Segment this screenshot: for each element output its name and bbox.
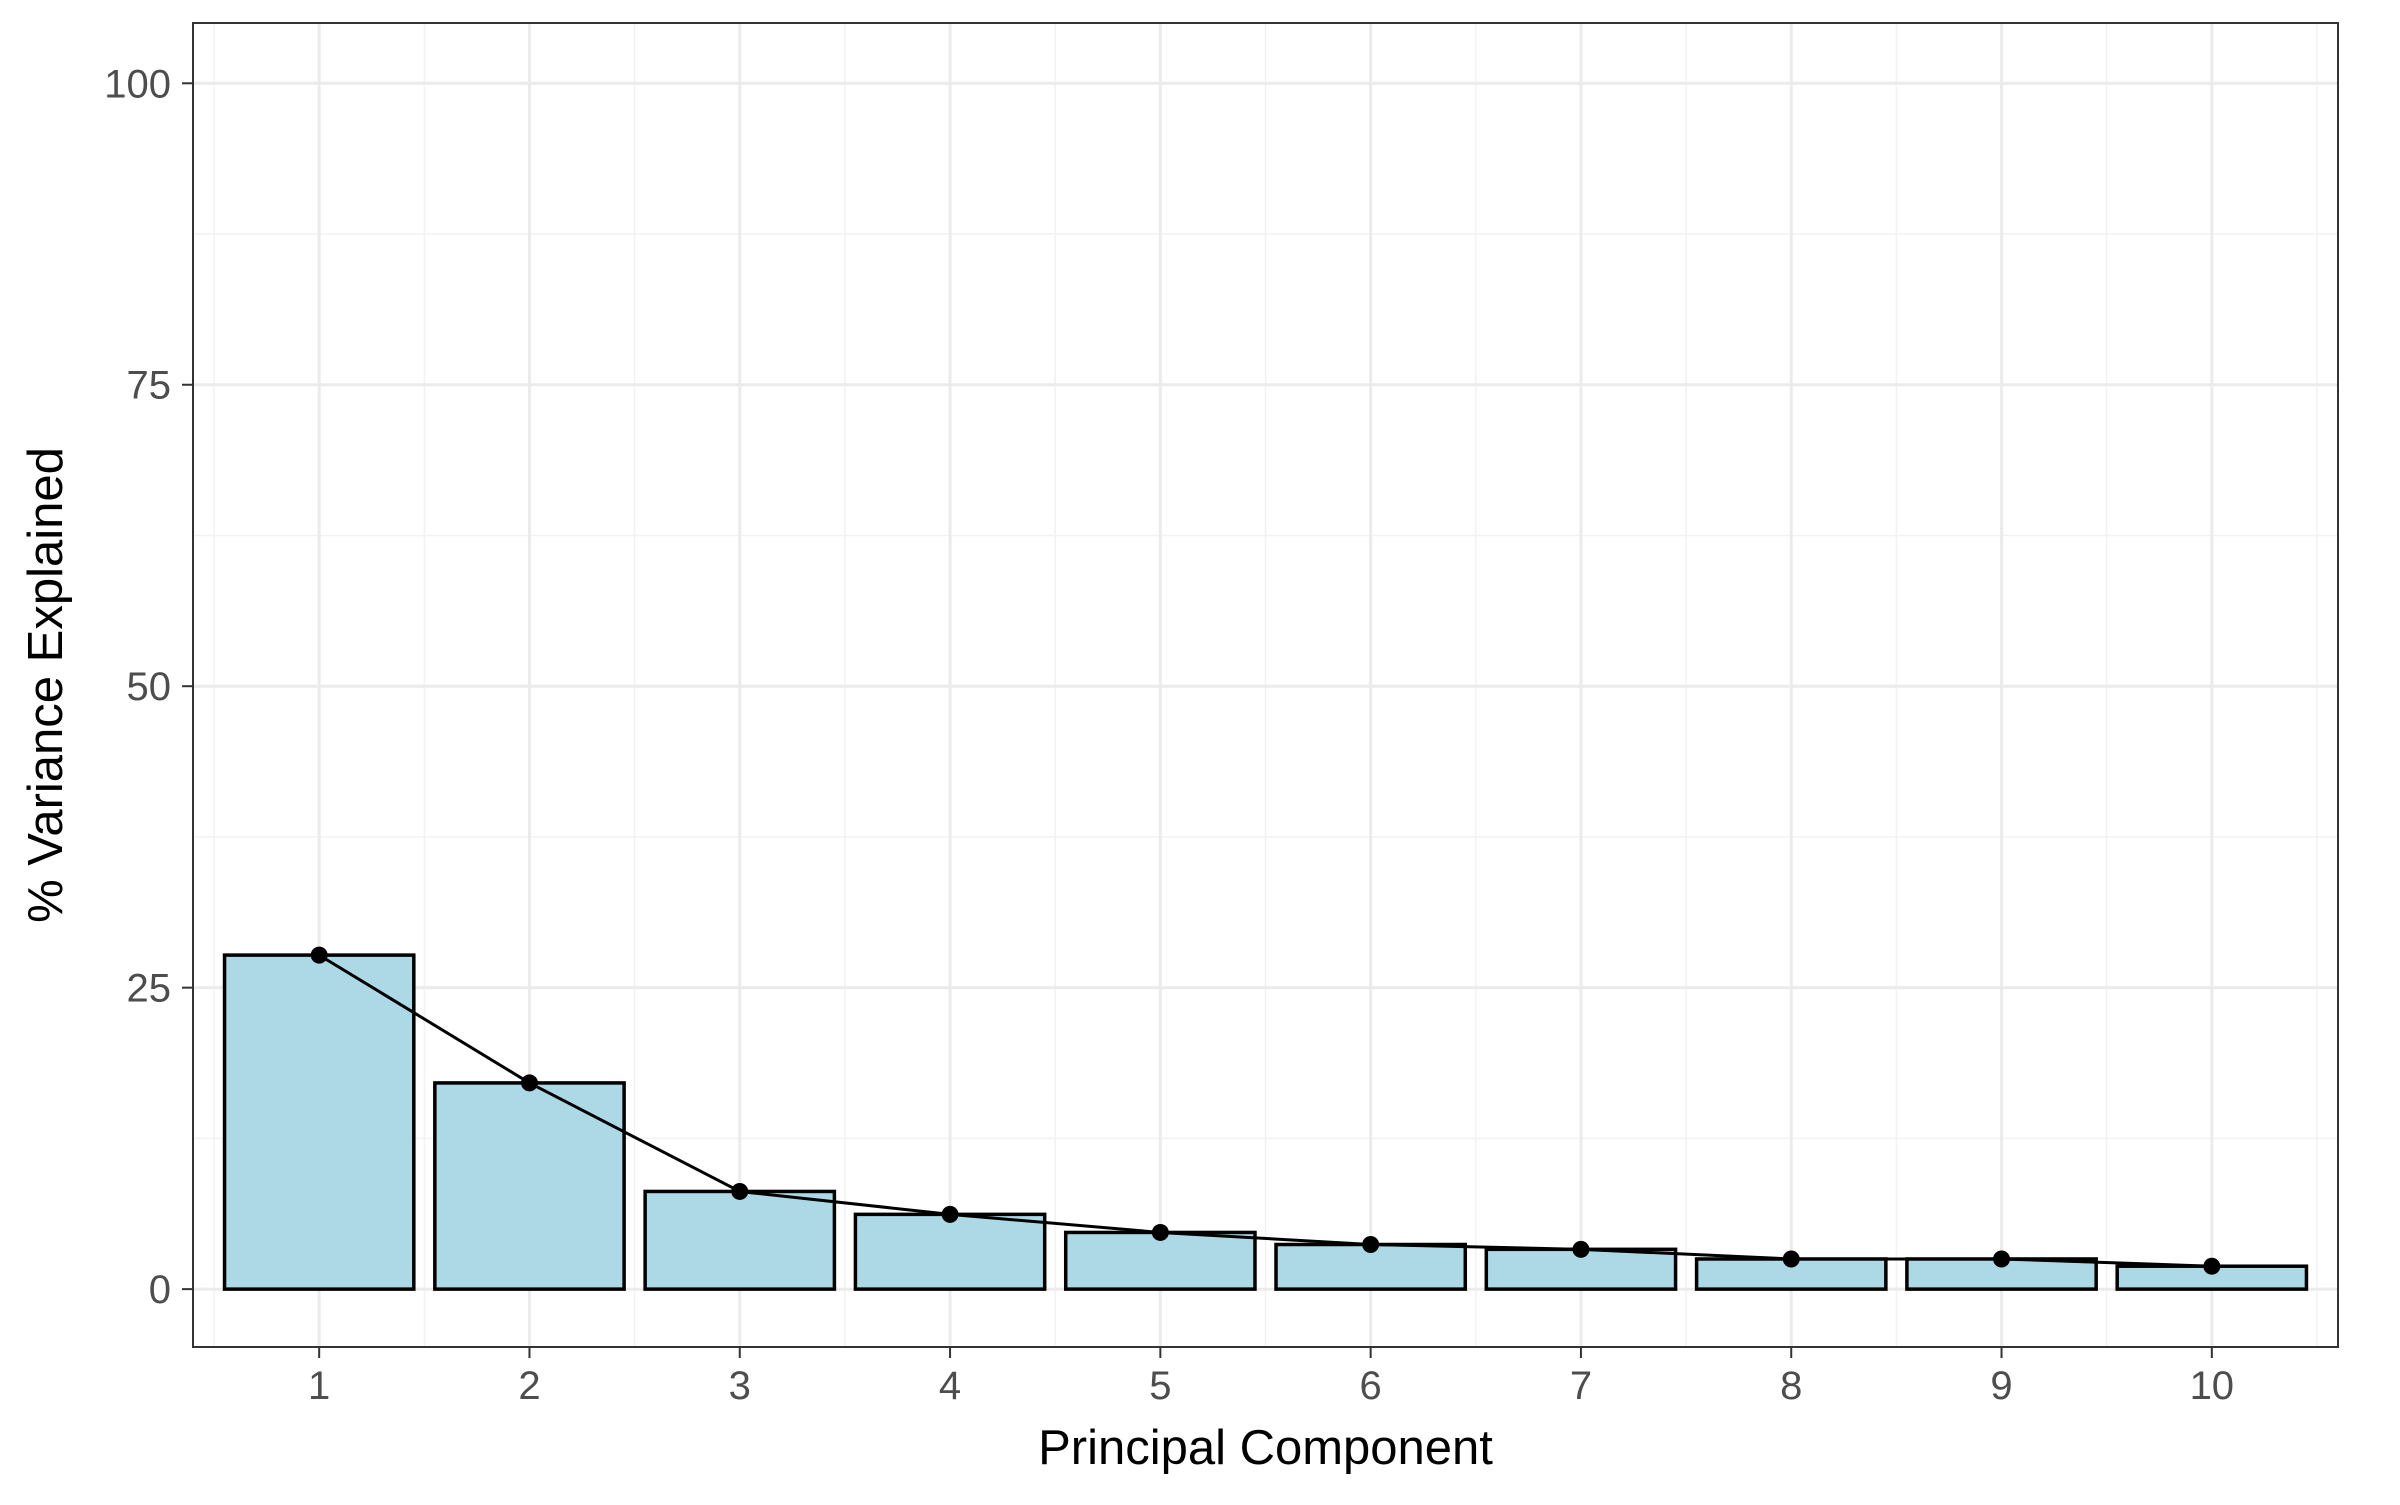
bar-pc-2 <box>433 1081 626 1291</box>
x-tick-label: 6 <box>1360 1364 1382 1408</box>
point-pc-9 <box>1993 1250 2011 1268</box>
bar-pc-9 <box>1905 1257 2098 1291</box>
bar-pc-1 <box>222 953 416 1291</box>
bar-pc-3 <box>643 1189 837 1291</box>
x-tick-label: 10 <box>2190 1364 2235 1408</box>
x-tick-label: 2 <box>518 1364 540 1408</box>
x-axis-title: Principal Component <box>1038 1421 1493 1475</box>
x-tick-label: 1 <box>308 1364 330 1408</box>
x-tick-label: 3 <box>729 1364 751 1408</box>
point-pc-5 <box>1151 1223 1169 1241</box>
point-pc-1 <box>310 946 328 964</box>
point-pc-10 <box>2203 1257 2221 1275</box>
variance-line-path <box>318 953 2212 1268</box>
x-tick-label: 7 <box>1570 1364 1592 1408</box>
y-tick-label: 50 <box>127 665 172 709</box>
panel-border <box>192 22 2339 1348</box>
point-pc-6 <box>1362 1236 1380 1254</box>
bars <box>222 953 2309 1291</box>
x-axis: 1 2 3 4 5 6 7 8 9 10 <box>308 1347 2234 1408</box>
point-pc-3 <box>731 1182 749 1200</box>
y-axis: 0 25 50 75 100 <box>104 62 193 1312</box>
point-pc-4 <box>941 1205 959 1223</box>
y-axis-title: % Variance Explained <box>19 447 73 923</box>
point-pc-2 <box>520 1074 538 1092</box>
bar-pc-4 <box>853 1212 1047 1291</box>
bar-pc-5 <box>1063 1230 1257 1291</box>
x-tick-label: 5 <box>1149 1364 1171 1408</box>
x-tick-label: 4 <box>939 1364 961 1408</box>
point-pc-8 <box>1782 1250 1800 1268</box>
x-tick-label: 9 <box>1990 1364 2012 1408</box>
y-tick-label: 75 <box>127 364 172 408</box>
variance-line <box>318 953 2212 1268</box>
x-tick-label: 8 <box>1780 1364 1802 1408</box>
point-pc-7 <box>1572 1240 1590 1258</box>
y-tick-label: 100 <box>104 62 171 106</box>
y-tick-label: 0 <box>149 1268 171 1312</box>
variance-points <box>310 946 2221 1275</box>
y-tick-label: 25 <box>127 967 172 1011</box>
